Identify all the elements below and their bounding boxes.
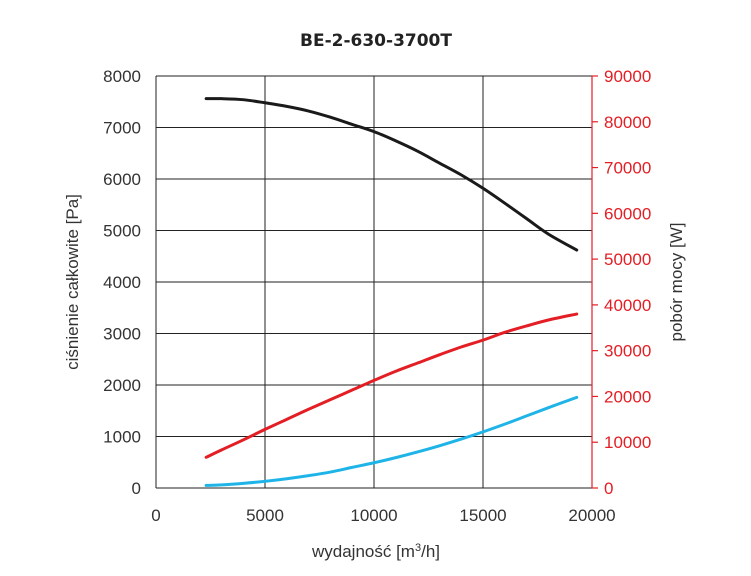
x-tick-label: 20000 — [568, 506, 615, 525]
y2-tick-labels: 0 10000 20000 30000 40000 50000 60000 70000 8000… — [604, 67, 651, 498]
y-tick-label: 6000 — [103, 170, 141, 189]
y2-tick-label: 0 — [604, 479, 613, 498]
y-tick-label: 4000 — [103, 273, 141, 292]
y2-tick-label: 20000 — [604, 387, 651, 406]
x-axis-label-main: wydajność [m — [311, 542, 415, 561]
series-line-cyan — [204, 395, 579, 487]
series-line-power — [204, 312, 579, 459]
y-tick-label: 1000 — [103, 428, 141, 447]
y2-axis-label: pobór mocy [W] — [667, 222, 686, 341]
x-tick-label: 10000 — [350, 506, 397, 525]
y2-tick-label: 30000 — [604, 342, 651, 361]
series-line-pressure — [204, 97, 579, 252]
x-tick-label: 5000 — [246, 506, 284, 525]
x-tick-label: 0 — [151, 506, 160, 525]
x-tick-label: 15000 — [459, 506, 506, 525]
x-axis-label-end: /h] — [421, 542, 440, 561]
y2-tick-label: 60000 — [604, 204, 651, 223]
y-tick-label: 8000 — [103, 67, 141, 86]
y2-tick-label: 10000 — [604, 433, 651, 452]
y-tick-label: 0 — [132, 479, 141, 498]
y2-tick-label: 90000 — [604, 67, 651, 86]
y2-tick-label: 80000 — [604, 113, 651, 132]
y-tick-label: 2000 — [103, 376, 141, 395]
y-tick-label: 7000 — [103, 119, 141, 138]
x-tick-labels: 0 5000 10000 15000 20000 — [151, 506, 615, 525]
x-axis-label: wydajność [m3/h] — [311, 542, 440, 561]
y-tick-labels: 0 1000 2000 3000 4000 5000 6000 7000 8000 — [103, 67, 141, 498]
series-layer — [204, 97, 579, 487]
y-tick-label: 5000 — [103, 222, 141, 241]
y2-tick-label: 50000 — [604, 250, 651, 269]
y2-tick-label: 70000 — [604, 159, 651, 178]
chart-title: BE-2-630-3700T — [300, 31, 452, 51]
x-axis-label-sup: 3 — [415, 542, 421, 554]
y-axis-label: ciśnienie całkowite [Pa] — [63, 194, 82, 370]
grid — [155, 75, 598, 489]
y-tick-label: 3000 — [103, 325, 141, 344]
y2-tick-label: 40000 — [604, 296, 651, 315]
